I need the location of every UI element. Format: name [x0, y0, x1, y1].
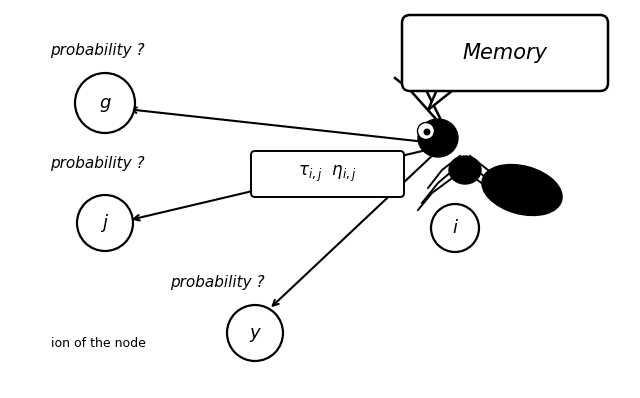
Ellipse shape	[418, 119, 458, 157]
Circle shape	[75, 73, 135, 133]
Circle shape	[431, 204, 479, 252]
Ellipse shape	[482, 164, 562, 215]
Circle shape	[417, 123, 435, 140]
Text: Memory: Memory	[463, 43, 547, 63]
Text: g: g	[99, 94, 111, 112]
FancyBboxPatch shape	[251, 151, 404, 197]
Circle shape	[227, 305, 283, 361]
Circle shape	[77, 195, 133, 251]
Text: probability ?: probability ?	[50, 156, 145, 170]
FancyBboxPatch shape	[402, 15, 608, 91]
Text: i: i	[452, 219, 458, 237]
Circle shape	[424, 129, 431, 135]
Text: probability ?: probability ?	[170, 275, 264, 291]
Polygon shape	[428, 83, 462, 110]
Text: ion of the node: ion of the node	[51, 337, 146, 350]
Text: j: j	[102, 214, 108, 232]
Text: probability ?: probability ?	[50, 43, 145, 57]
Ellipse shape	[449, 156, 481, 184]
Text: y: y	[250, 324, 260, 342]
Text: $\tau_{i,j}$  $\eta_{i,j}$: $\tau_{i,j}$ $\eta_{i,j}$	[298, 164, 356, 184]
